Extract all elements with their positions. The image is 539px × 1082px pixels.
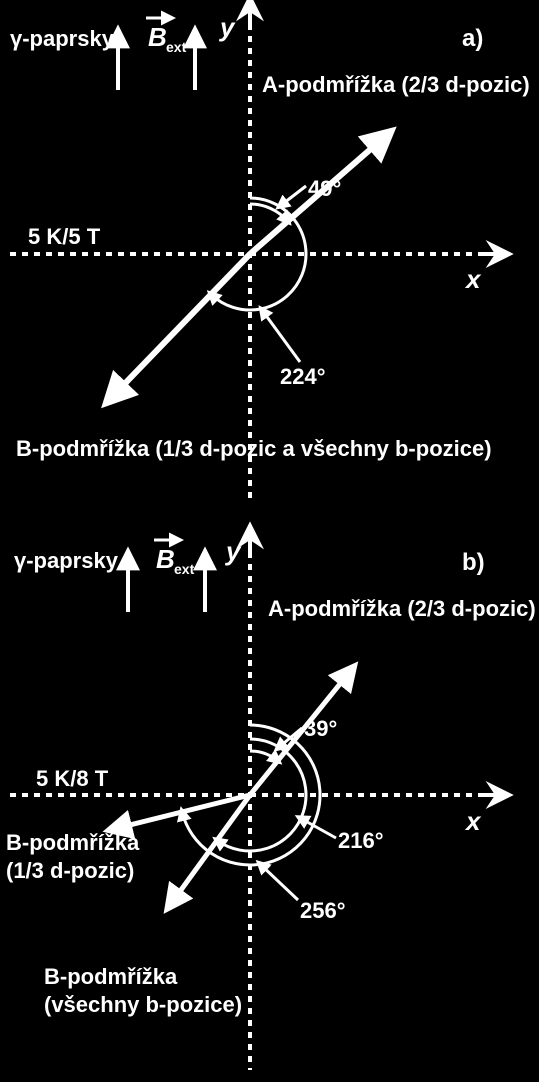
bext-label: B: [156, 544, 175, 574]
y-axis-label: y: [218, 12, 236, 42]
angle-a-label: 39°: [304, 716, 337, 741]
condition-label: 5 K/5 T: [28, 224, 101, 249]
bext-sub-label: ext: [166, 39, 187, 55]
condition-label: 5 K/8 T: [36, 766, 109, 791]
x-axis-label: x: [464, 264, 482, 294]
a-sublattice-label: A-podmřížka (2/3 d-pozic): [262, 72, 530, 97]
angle-b-label: 224°: [280, 364, 326, 389]
x-axis-label: x: [464, 806, 482, 836]
gamma-label: γ-paprsky: [10, 26, 115, 51]
b2-sublattice-label: B-podmřížka: [44, 964, 178, 989]
a-sublattice-label: A-podmřížka (2/3 d-pozic): [268, 596, 536, 621]
y-axis-label: y: [224, 536, 242, 566]
angle-b1-label: 256°: [300, 898, 346, 923]
panel-tag: a): [462, 25, 483, 52]
gamma-label: γ-paprsky: [14, 548, 119, 573]
b1-sublattice-label-2: (1/3 d-pozic): [6, 858, 134, 883]
b-sublattice-label: B-podmřížka (1/3 d-pozic a všechny b-poz…: [16, 436, 492, 461]
bext-label: B: [148, 22, 167, 52]
diagram-canvas: γ-paprsky B ext y x a) 5 K/5 T 49° 224° …: [0, 0, 539, 1082]
angle-a-label: 49°: [308, 176, 341, 201]
panel-tag: b): [462, 549, 485, 576]
b1-sublattice-label: B-podmřížka: [6, 830, 140, 855]
background: [0, 0, 539, 1082]
b2-sublattice-label-2: (všechny b-pozice): [44, 992, 242, 1017]
bext-sub-label: ext: [174, 561, 195, 577]
angle-b2-label: 216°: [338, 828, 384, 853]
